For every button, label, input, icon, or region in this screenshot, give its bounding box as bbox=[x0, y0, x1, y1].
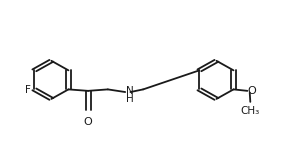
Text: N: N bbox=[126, 86, 134, 96]
Text: O: O bbox=[84, 116, 93, 127]
Text: F: F bbox=[25, 85, 31, 95]
Text: CH₃: CH₃ bbox=[241, 106, 260, 116]
Text: O: O bbox=[248, 86, 256, 96]
Text: H: H bbox=[126, 94, 134, 104]
